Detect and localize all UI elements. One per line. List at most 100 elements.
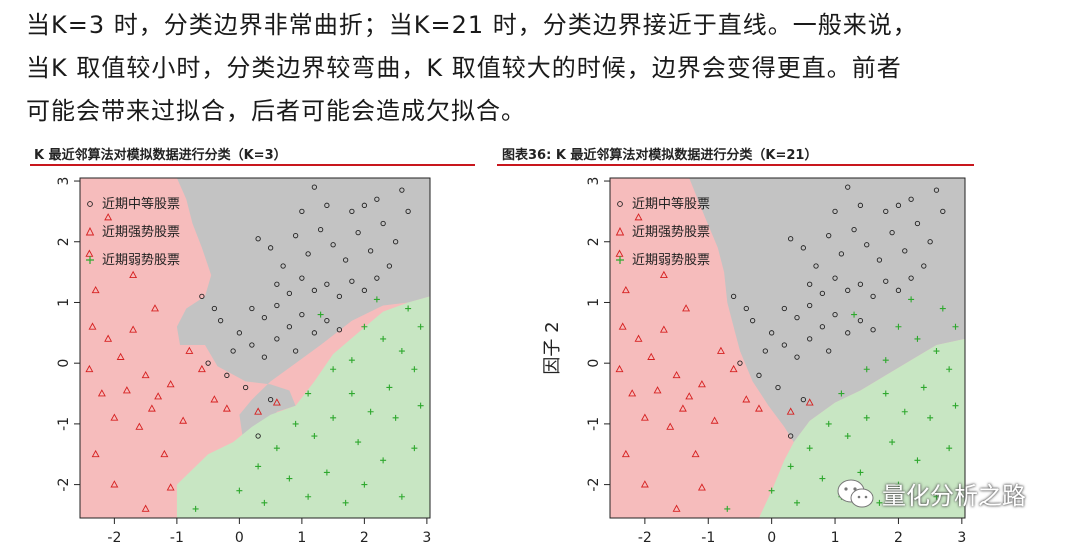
- point-medium: [324, 281, 330, 287]
- y-tick-label: 1: [586, 298, 602, 307]
- point-weak: [946, 445, 953, 452]
- y-tick-label: -1: [586, 417, 602, 431]
- watermark: 量化分析之路: [836, 476, 1026, 511]
- x-tick-label: 2: [894, 530, 903, 544]
- point-medium: [324, 318, 330, 324]
- x-tick-label: 3: [422, 530, 431, 544]
- point-weak: [946, 366, 953, 373]
- point-weak: [305, 493, 312, 500]
- point-weak: [768, 487, 775, 494]
- point-weak: [819, 475, 826, 482]
- point-medium: [261, 314, 268, 321]
- point-medium: [788, 433, 794, 439]
- point-medium: [299, 208, 305, 215]
- point-weak: [348, 390, 355, 397]
- point-medium: [274, 281, 280, 287]
- point-medium: [292, 233, 299, 239]
- point-medium: [280, 263, 286, 269]
- point-strong: [166, 483, 175, 491]
- point-medium: [317, 226, 324, 233]
- paragraph-line-2: 当K 取值较小时，分类边界较弯曲，K 取值较大的时候，边界会变得更直。前者: [26, 54, 902, 82]
- point-weak: [361, 481, 368, 488]
- y-tick-label: 0: [56, 359, 72, 368]
- point-medium: [819, 324, 826, 330]
- point-medium: [857, 318, 864, 324]
- point-medium: [336, 327, 343, 333]
- point-strong: [135, 422, 144, 430]
- point-medium: [908, 196, 914, 202]
- point-medium: [908, 275, 914, 281]
- point-medium: [730, 293, 737, 300]
- legend-triangle-icon: [615, 226, 625, 236]
- point-medium: [743, 305, 749, 312]
- wechat-icon: [837, 479, 874, 507]
- point-medium: [374, 275, 380, 281]
- y-tick-label: 3: [586, 177, 602, 186]
- point-medium: [762, 348, 768, 354]
- point-medium: [756, 372, 762, 378]
- point-weak: [273, 445, 280, 452]
- point-strong: [104, 213, 113, 221]
- point-strong: [640, 413, 649, 421]
- plot-frame: [79, 177, 431, 519]
- point-medium: [330, 242, 336, 248]
- point-medium: [933, 187, 940, 193]
- point-medium: [807, 336, 813, 342]
- point-strong: [154, 392, 163, 400]
- point-strong: [129, 325, 138, 333]
- point-medium: [217, 318, 224, 324]
- legend-cross-icon: [86, 256, 94, 264]
- point-strong: [147, 404, 156, 412]
- point-medium: [205, 360, 211, 366]
- point-medium: [361, 202, 368, 208]
- point-weak: [882, 357, 889, 364]
- x-tick-label: -1: [701, 530, 715, 544]
- y-tick-label: 3: [56, 177, 72, 186]
- point-medium: [211, 305, 218, 312]
- point-strong: [672, 504, 681, 512]
- point-strong: [621, 285, 630, 294]
- point-medium: [199, 293, 205, 300]
- point-strong: [805, 398, 814, 406]
- point-medium: [927, 239, 933, 245]
- point-medium: [832, 311, 838, 318]
- point-medium: [261, 354, 268, 360]
- point-weak: [895, 323, 902, 330]
- paragraph-line-1: 当K=3 时，分类边界非常曲折；当K=21 时，分类边界接近于直线。一般来说，: [26, 11, 918, 39]
- point-strong: [222, 404, 231, 412]
- point-medium: [794, 354, 800, 360]
- point-strong: [729, 364, 738, 373]
- point-medium: [889, 229, 895, 236]
- point-weak: [330, 414, 337, 421]
- legend-label: 近期强势股票: [632, 224, 710, 240]
- point-weak: [914, 335, 921, 342]
- legend-cross-icon: [616, 256, 624, 264]
- point-medium: [286, 324, 293, 330]
- point-strong: [122, 386, 131, 394]
- point-medium: [857, 202, 864, 208]
- point-strong: [678, 404, 687, 412]
- point-strong: [755, 404, 763, 412]
- intro-paragraph: 当K=3 时，分类边界非常曲折；当K=21 时，分类边界接近于直线。一般来说， …: [26, 4, 1066, 133]
- point-medium: [921, 263, 927, 269]
- point-weak: [361, 323, 368, 330]
- point-medium: [870, 327, 876, 333]
- point-weak: [305, 390, 312, 397]
- y-tick-label: 1: [56, 298, 72, 307]
- point-strong: [91, 285, 100, 294]
- point-medium: [236, 330, 243, 336]
- point-strong: [697, 483, 706, 491]
- x-tick-label: -1: [170, 530, 184, 544]
- x-tick-label: 3: [957, 530, 966, 544]
- point-weak: [927, 414, 934, 421]
- point-strong: [682, 304, 691, 312]
- point-strong: [647, 352, 656, 360]
- point-strong: [615, 364, 624, 373]
- point-strong: [141, 504, 150, 512]
- point-medium: [386, 263, 393, 269]
- point-medium: [305, 251, 311, 257]
- point-medium: [788, 236, 794, 242]
- point-medium: [405, 208, 411, 215]
- x-tick-label: -2: [638, 530, 652, 544]
